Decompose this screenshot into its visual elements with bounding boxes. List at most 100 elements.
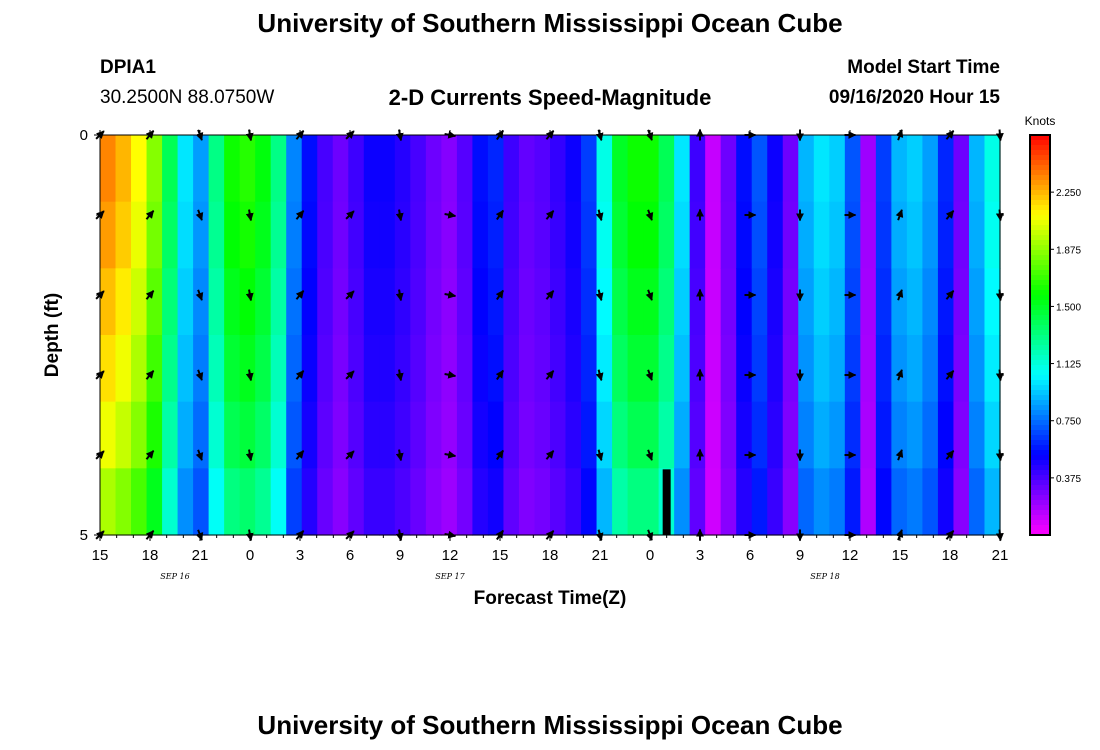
heatmap-cell [581,201,598,269]
heatmap-cell [301,201,318,269]
heatmap-cell [410,401,427,469]
colorbar-segment [1030,490,1050,496]
heatmap-cell [550,268,567,336]
heatmap-cell [953,335,970,403]
colorbar-segment [1030,140,1050,146]
heatmap-cell [565,468,582,536]
colorbar-segment [1030,445,1050,451]
heatmap-cell [131,135,148,203]
colorbar-segment [1030,495,1050,501]
heatmap-cell [534,201,551,269]
colorbar-segment [1030,275,1050,281]
current-vector [195,369,204,381]
heatmap-cell [674,401,691,469]
current-vector [495,449,504,461]
heatmap-cell [270,201,287,269]
heatmap-cell [813,401,830,469]
heatmap-cell [177,401,194,469]
colorbar-segment [1030,465,1050,471]
heatmap-cell [689,135,706,203]
heatmap-cell [674,468,691,536]
heatmap-cell [891,335,908,403]
heatmap-cell [224,401,241,469]
colorbar-segment [1030,385,1050,391]
heatmap-cell [922,268,939,336]
heatmap-cell [534,468,551,536]
current-vector [395,369,404,382]
heatmap-cell [162,401,179,469]
colorbar-segment [1030,320,1050,326]
current-vector [145,370,155,380]
heatmap-cell [984,401,1001,469]
colorbar-segment [1030,325,1050,331]
current-vector [495,369,504,381]
colorbar-segment [1030,510,1050,516]
heatmap-cell [581,135,598,203]
heatmap-cell [674,201,691,269]
heatmap-cell [193,468,210,536]
heatmap-cell [844,468,861,536]
heatmap-cell [720,201,737,269]
heatmap-cell [487,401,505,469]
heatmap-cell [503,268,520,336]
heatmap-cell [720,335,737,403]
heatmap-cell [115,468,132,536]
heatmap-cell [860,335,877,403]
heatmap-cell [782,268,799,336]
station-id: DPIA1 [100,57,156,78]
heatmap-cell [674,268,691,336]
heatmap-cell [193,268,210,336]
heatmap-cell [379,401,396,469]
current-vector [345,370,355,380]
heatmap-cell [379,468,396,536]
heatmap-cell [487,335,505,403]
heatmap-cell [317,135,334,203]
heatmap-cell [984,135,1001,203]
heatmap-cell [348,468,365,536]
heatmap-cell [193,135,210,203]
heatmap-cell [860,401,877,469]
heatmap-cell [425,135,442,203]
colorbar-segment [1030,370,1050,376]
heatmap-cell [162,201,179,269]
heatmap-cell [224,468,241,536]
colorbar-segment [1030,300,1050,306]
heatmap-cell [906,401,924,469]
heatmap-cell [984,468,1001,536]
heatmap-cell [906,201,924,269]
heatmap-cell [705,135,722,203]
current-vector [444,210,457,219]
current-vector [444,450,457,459]
heatmap-cell [332,401,349,469]
heatmap-cell [860,268,877,336]
heatmap-cell [425,401,442,469]
heatmap-cell [456,335,474,403]
heatmap-cell [767,401,784,469]
colorbar-segment [1030,250,1050,256]
heatmap-cell [177,268,194,336]
heatmap-cell [891,135,908,203]
heatmap-cell [487,135,505,203]
current-vector [895,449,904,461]
heatmap-cell [317,468,334,536]
heatmap-cell [581,468,598,536]
colorbar-segment [1030,205,1050,211]
current-vector [945,450,955,460]
heatmap-cell [767,268,784,336]
heatmap-cell [751,201,768,269]
heatmap-cell [146,268,163,336]
heatmap-cell [286,401,303,469]
date-label: SEP 17 [435,572,465,581]
heatmap-cell [798,401,815,469]
heatmap-cell [937,335,955,403]
heatmap-cell [720,468,737,536]
heatmap-cell [813,268,830,336]
heatmap-cell [301,268,318,336]
heatmap-cell [239,468,256,536]
current-vector [545,370,555,380]
heatmap-cell [224,201,241,269]
heatmap-cell [131,268,148,336]
heatmap-cell [612,468,629,536]
x-tick-label: 18 [942,547,959,564]
